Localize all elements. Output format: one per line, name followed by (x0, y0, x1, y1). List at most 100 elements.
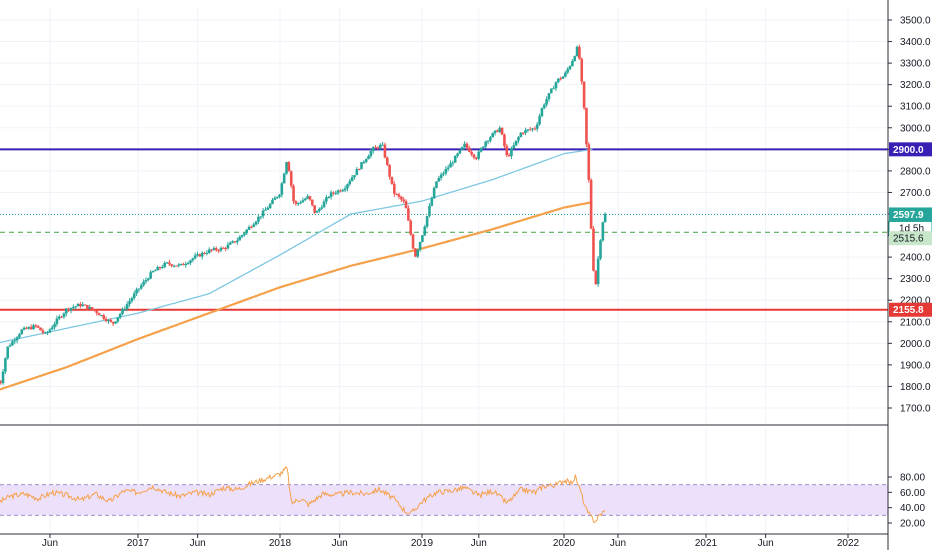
candle-body (76, 303, 80, 307)
candle-body (221, 247, 225, 249)
candle-body (15, 337, 19, 341)
candle-body (0, 381, 2, 384)
candle-body (545, 99, 548, 105)
candle-body (350, 177, 354, 182)
candle-body (549, 88, 553, 94)
candle-body (22, 327, 26, 330)
candle-body (186, 262, 190, 265)
candle-body (219, 247, 223, 251)
candle-body (449, 163, 452, 168)
candle-body (205, 252, 209, 254)
candle-body (395, 193, 398, 195)
candle-body (163, 263, 166, 268)
time-tick-label: Jun (610, 538, 626, 549)
candle-body (11, 341, 14, 346)
price-tick-label: 3400.0 (900, 37, 931, 48)
candle-body (357, 169, 361, 171)
candle-body (13, 340, 17, 342)
price-tick-label: 2100.0 (900, 317, 931, 328)
candle-body (360, 162, 363, 170)
candle-body (482, 146, 485, 149)
candle-body (542, 104, 546, 109)
candle-body (432, 187, 436, 199)
price-tick-label: 2200.0 (900, 296, 931, 307)
time-tick-label: Jun (190, 538, 206, 549)
candle-body (259, 216, 263, 218)
candle-body (240, 235, 244, 238)
candle-body (303, 198, 307, 201)
candle-body (139, 285, 143, 289)
candle-body (378, 144, 382, 149)
candle-body (601, 222, 605, 241)
candle-body (165, 262, 169, 264)
candle-body (53, 324, 56, 328)
candle-body (238, 237, 241, 241)
candle-body (402, 199, 405, 202)
candle-body (282, 173, 286, 184)
time-tick-label: 2019 (411, 538, 434, 549)
candle-body (512, 145, 516, 149)
candle-body (346, 184, 349, 189)
candle-body (8, 345, 12, 347)
candle-body (214, 248, 218, 251)
candle-body (137, 288, 141, 290)
price-tick-label: 3000.0 (900, 123, 931, 134)
candle-body (371, 147, 375, 152)
candle-body (407, 208, 410, 221)
candle-body (311, 199, 314, 206)
candle-body (531, 128, 534, 130)
candle-body (418, 241, 422, 250)
candle-body (477, 151, 480, 159)
candle-body (264, 209, 267, 211)
candle-body (146, 278, 150, 281)
candle-body (168, 262, 171, 265)
price-tick-label: 2400.0 (900, 253, 931, 264)
candle-body (55, 318, 59, 325)
candle-body (486, 140, 490, 142)
candle-body (177, 264, 181, 266)
candle-body (561, 76, 565, 79)
candle-body (348, 181, 352, 185)
candle-body (144, 280, 148, 282)
candle-body (280, 183, 284, 195)
candle-body (315, 211, 319, 213)
candle-body (554, 82, 558, 89)
candle-body (564, 72, 567, 77)
badge-support-bg (889, 302, 932, 317)
candle-body (27, 327, 31, 329)
rsi-tick-label: 80.00 (900, 473, 925, 484)
candle-body (193, 255, 197, 259)
candle-body (231, 241, 234, 243)
candle-body (292, 185, 295, 202)
candle-body (439, 174, 443, 178)
candle-body (254, 221, 258, 225)
candle-body (521, 132, 525, 134)
candle-body (465, 143, 469, 148)
candle-body (376, 147, 380, 149)
candle-body (278, 194, 281, 197)
candle-body (161, 267, 164, 269)
candle-body (175, 265, 178, 267)
candle-body (261, 210, 265, 217)
candle-body (594, 270, 598, 284)
candle-body (318, 208, 321, 212)
candle-body (25, 327, 28, 329)
candle-body (428, 205, 431, 217)
candle-body (102, 315, 106, 319)
time-tick-label: Jun (758, 538, 774, 549)
candle-body (599, 240, 602, 259)
candle-body (74, 306, 77, 308)
candle-body (587, 144, 591, 180)
candle-body (203, 252, 206, 254)
candle-body (130, 298, 134, 302)
candle-body (582, 81, 586, 108)
candle-body (18, 334, 21, 338)
badge-resistance-bg (889, 142, 932, 157)
candle-body (62, 313, 66, 317)
candle-body (135, 289, 138, 294)
candle-body (362, 161, 366, 163)
candle-body (435, 181, 438, 188)
candle-body (467, 147, 471, 152)
